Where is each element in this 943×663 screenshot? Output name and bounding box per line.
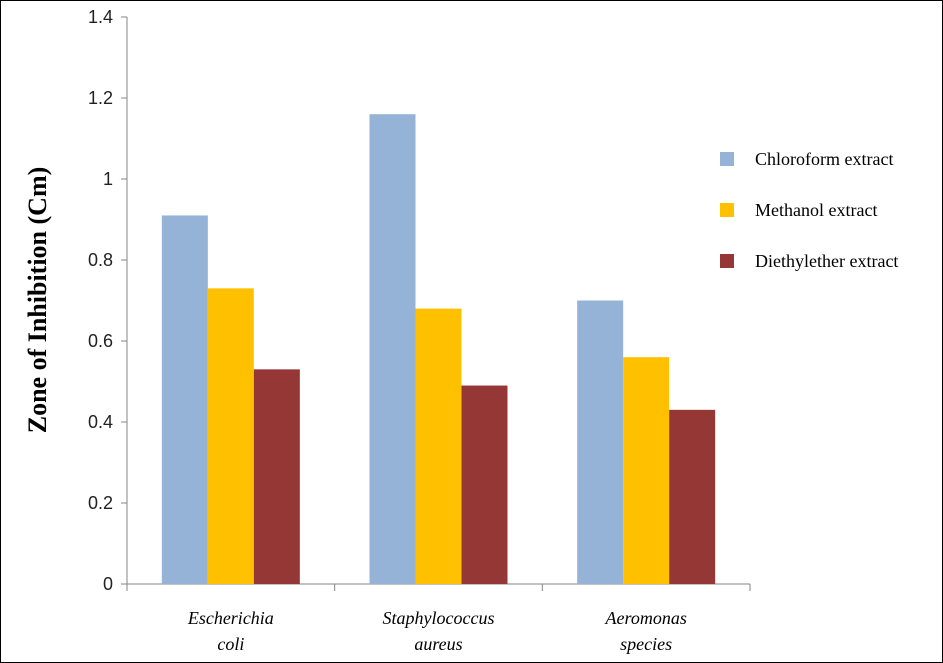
category-label: species xyxy=(620,634,672,654)
legend-label: Diethylether extract xyxy=(755,251,898,271)
bar xyxy=(415,308,462,584)
category-label: coli xyxy=(217,634,244,654)
bar xyxy=(623,357,670,584)
y-tick-label: 0.4 xyxy=(88,412,113,432)
bars xyxy=(161,114,716,584)
y-tick-label: 0.8 xyxy=(88,250,113,270)
bar xyxy=(253,369,300,584)
y-tick-label: 1.4 xyxy=(88,7,113,27)
bar xyxy=(669,409,716,584)
legend-label: Chloroform extract xyxy=(755,149,893,169)
y-tick-label: 1.2 xyxy=(88,88,113,108)
y-tick-label: 0.6 xyxy=(88,331,113,351)
legend-swatch xyxy=(720,254,734,268)
category-labels: Escherichia coli Staphylococcus aureus Aerom… xyxy=(187,608,687,654)
category-label: Escherichia xyxy=(187,608,274,628)
category-label: aureus xyxy=(414,634,462,654)
bar xyxy=(577,300,624,584)
legend-swatch xyxy=(720,203,734,217)
y-tick-labels: 0 0.2 0.4 0.6 0.8 1 1.2 1.4 xyxy=(88,7,113,594)
y-tick-label: 1 xyxy=(103,169,113,189)
legend-swatch xyxy=(720,152,734,166)
y-axis-label: Zone of Inhibition (Cm) xyxy=(23,167,52,434)
category-label: Staphylococcus xyxy=(383,608,495,628)
legend: Chloroform extract Methanol extract Diethy… xyxy=(720,149,898,271)
bar xyxy=(369,114,416,584)
bar xyxy=(461,385,508,584)
bar xyxy=(161,215,208,584)
category-label: Aeromonas xyxy=(605,608,687,628)
y-tick-label: 0 xyxy=(103,574,113,594)
legend-label: Methanol extract xyxy=(755,200,877,220)
bar xyxy=(207,288,254,584)
y-tick-label: 0.2 xyxy=(88,493,113,513)
